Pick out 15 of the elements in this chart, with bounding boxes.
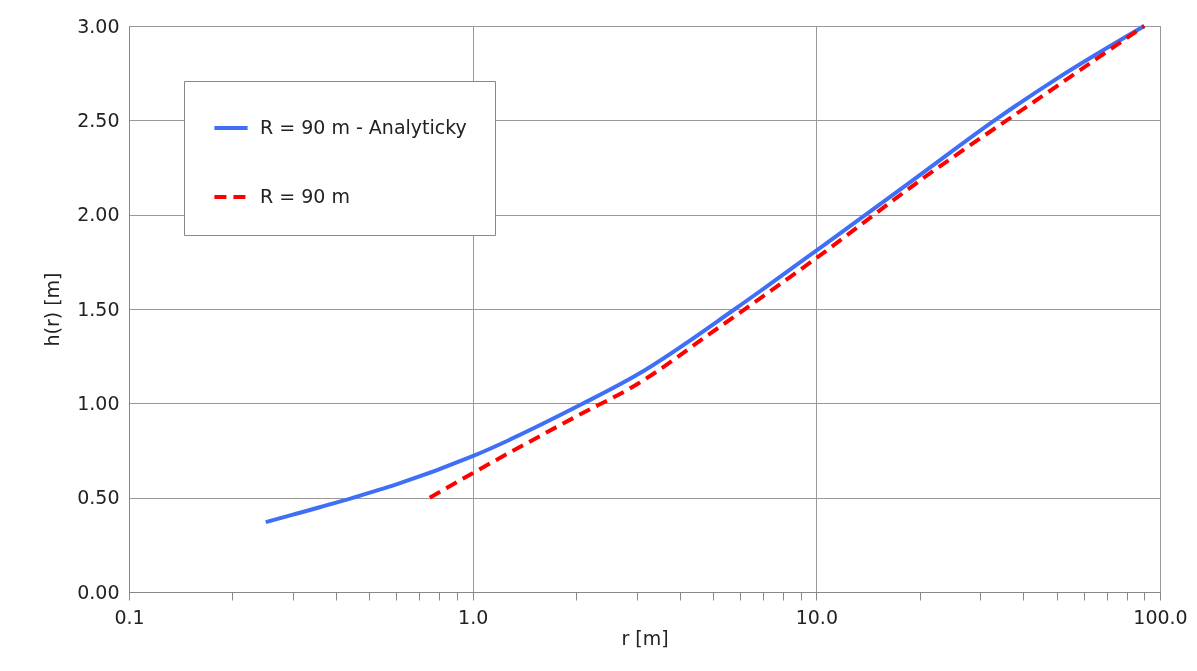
legend-label: R = 90 m - Analyticky [260,116,467,138]
x-tick-label: 1.0 [458,605,489,628]
y-axis-title: h(r) [m] [41,272,64,347]
y-tick-label: 0.00 [77,580,120,603]
x-tick-label: 10.0 [795,605,838,628]
y-tick-label: 3.00 [77,14,120,37]
y-tick-label: 2.00 [77,203,120,226]
y-tick-label: 2.50 [77,108,120,131]
y-tick-label: 1.00 [77,391,120,414]
x-tick-label: 100.0 [1133,605,1188,628]
y-tick-label: 0.50 [77,486,120,509]
x-axis-title: r [m] [621,626,669,649]
x-tick-label: 0.1 [114,605,145,628]
y-tick-label: 1.50 [77,297,120,320]
legend-label: R = 90 m [260,185,350,207]
